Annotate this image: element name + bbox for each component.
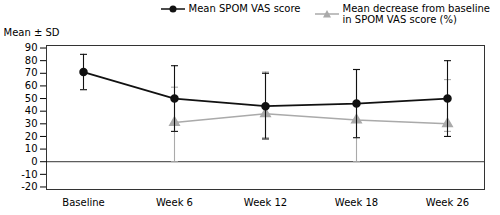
svg-text:90: 90 <box>25 42 38 53</box>
svg-text:10: 10 <box>25 143 38 154</box>
svg-text:-10: -10 <box>21 169 37 180</box>
svg-text:0: 0 <box>31 156 37 167</box>
svg-text:40: 40 <box>25 105 38 116</box>
svg-text:60: 60 <box>25 80 38 91</box>
svg-text:Week 18: Week 18 <box>335 197 378 208</box>
html-text:Mean decrease from baseline in: Mean decrease from baseline in SPOM VAS … <box>342 3 490 25</box>
svg-text:20: 20 <box>25 131 38 142</box>
svg-text:Baseline: Baseline <box>62 197 104 208</box>
svg-text:50: 50 <box>25 93 38 104</box>
html-text:Mean SPOM VAS score: Mean SPOM VAS score <box>188 3 301 14</box>
svg-text:30: 30 <box>25 118 38 129</box>
svg-text:80: 80 <box>25 55 38 66</box>
svg-text:Week 26: Week 26 <box>426 197 469 208</box>
svg-text:Mean ± SD: Mean ± SD <box>4 27 60 38</box>
svg-text:Week 6: Week 6 <box>156 197 193 208</box>
svg-text:Week 12: Week 12 <box>244 197 287 208</box>
svg-text:-20: -20 <box>21 181 37 192</box>
svg-text:70: 70 <box>25 67 38 78</box>
